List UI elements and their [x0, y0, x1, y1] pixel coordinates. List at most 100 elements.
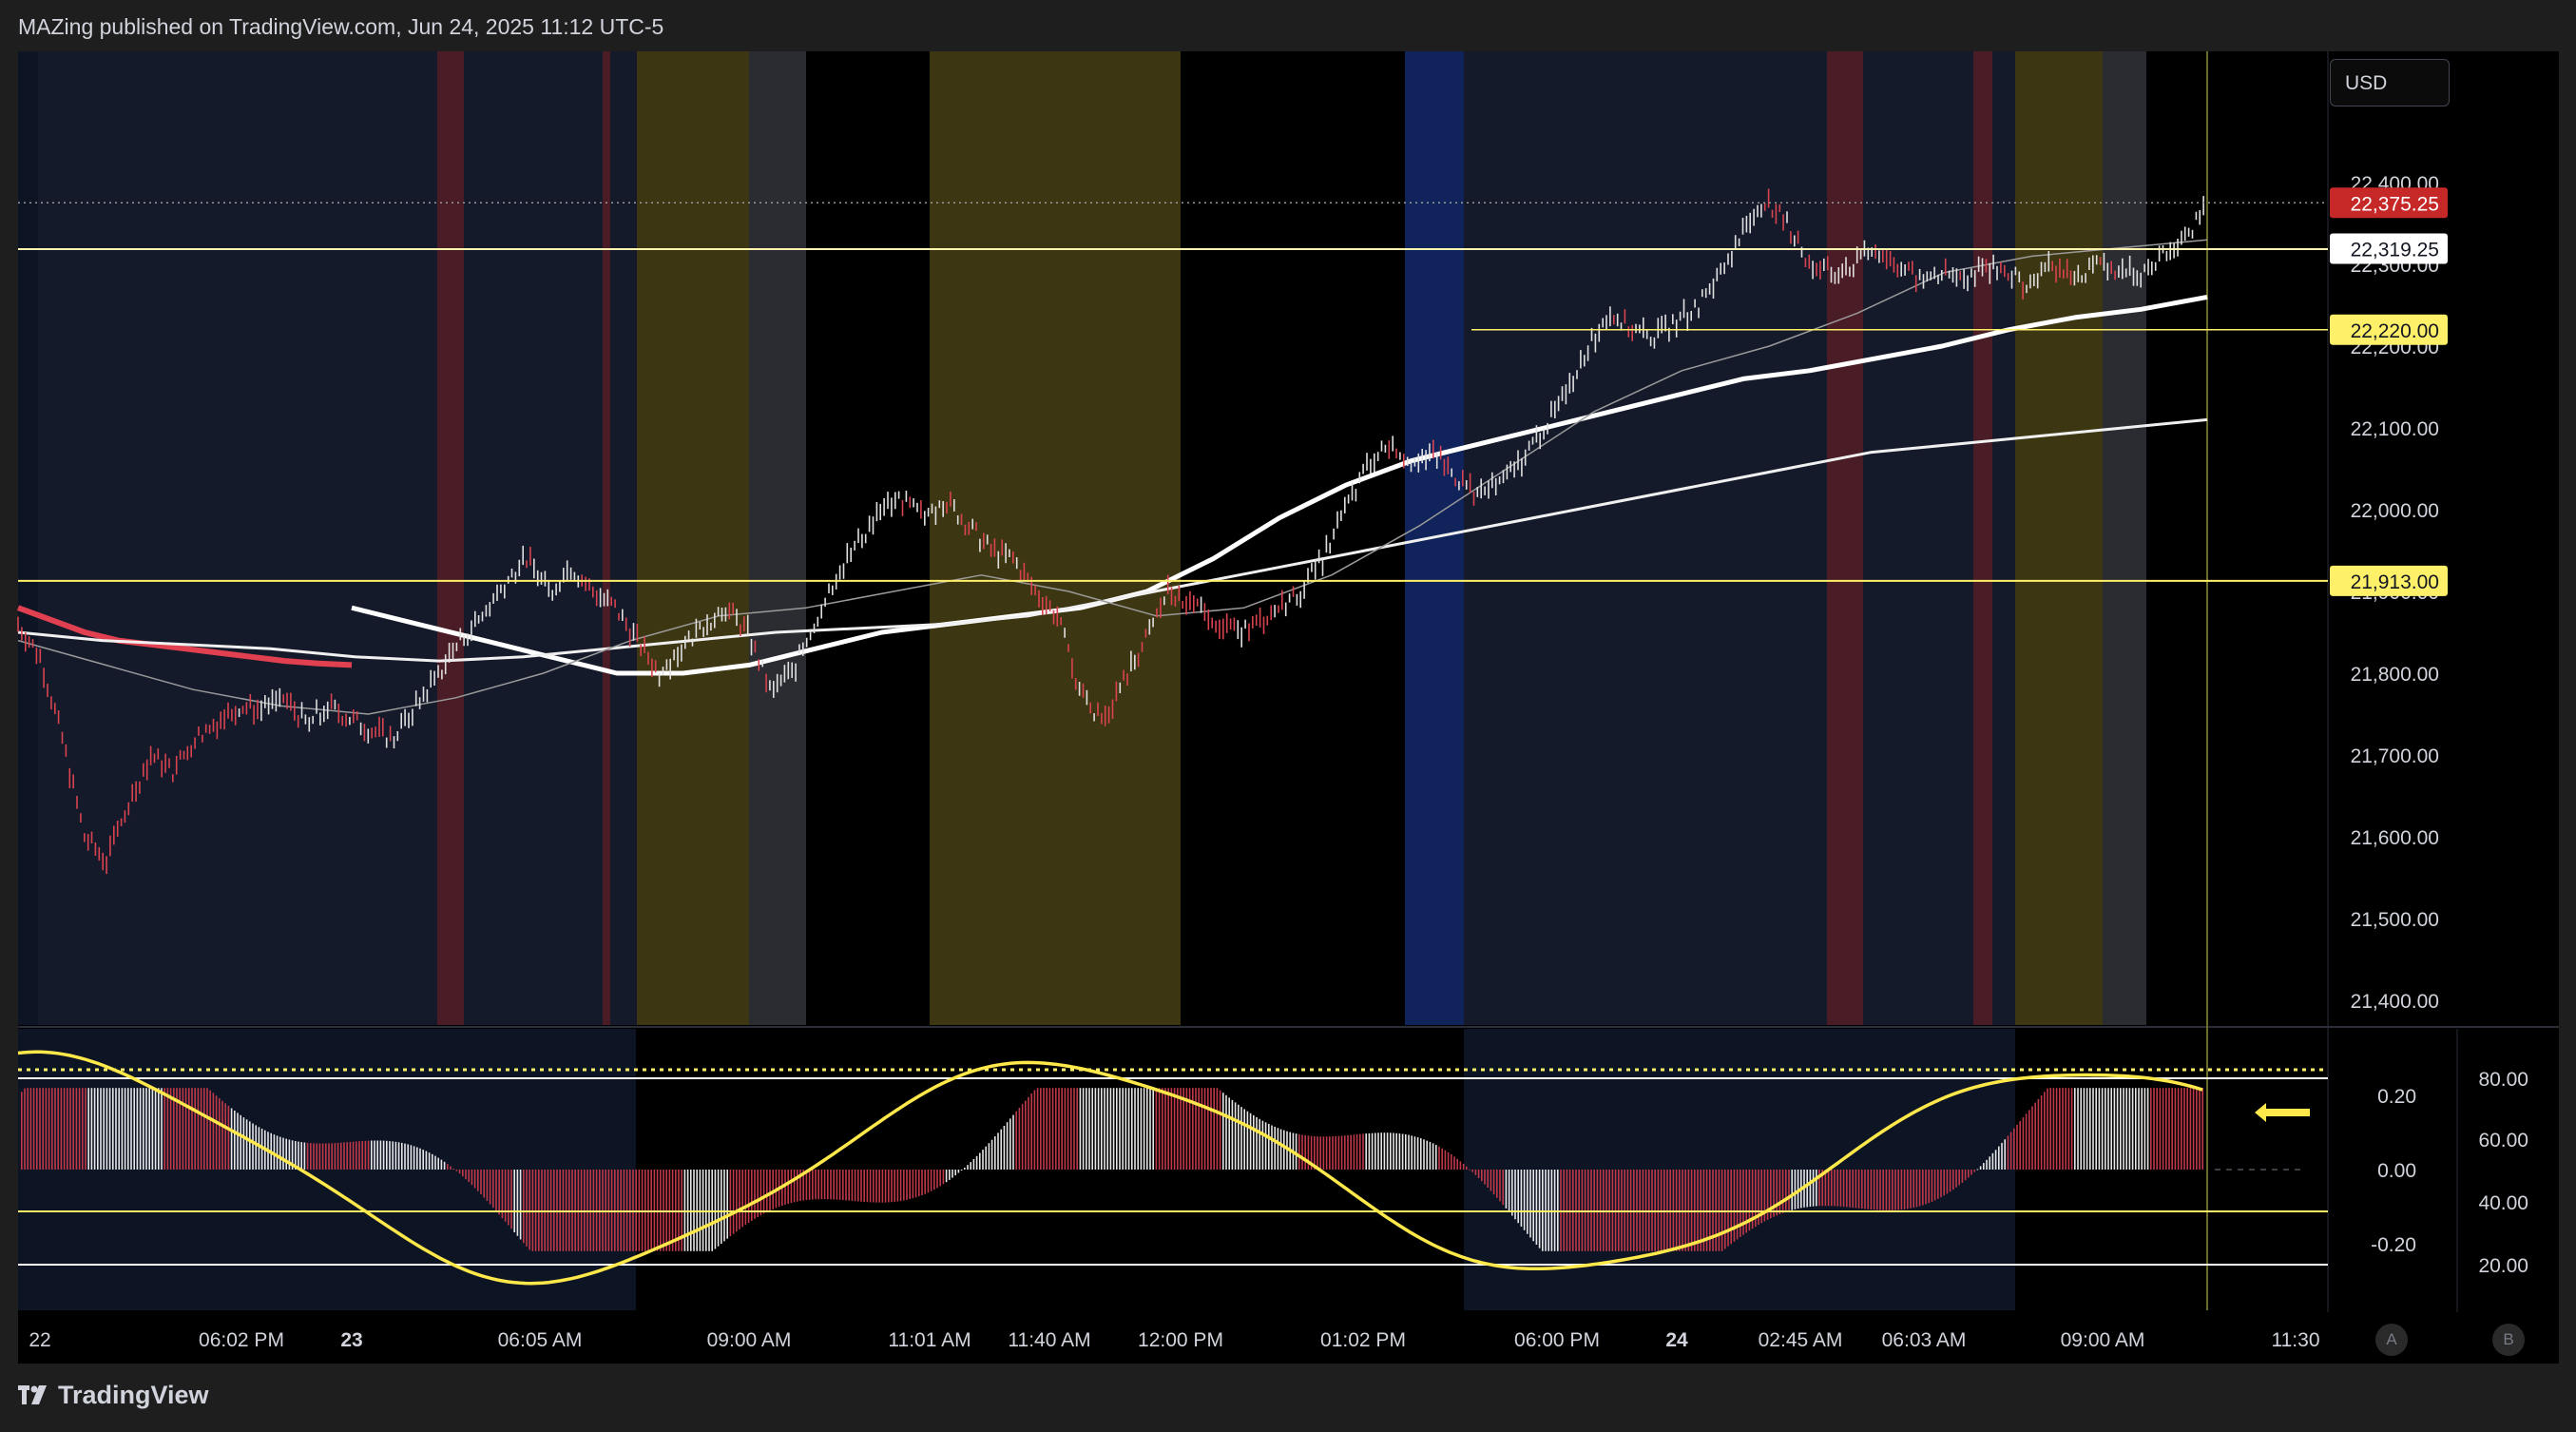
price-axis[interactable]: 22,400.0022,300.0022,200.0022,100.0022,0…	[2330, 173, 2448, 1013]
level-label-1: 22,319.25	[2351, 239, 2439, 261]
oscillator-bar	[1140, 1088, 1143, 1170]
oscillator-bar	[316, 1143, 317, 1170]
oscillator-bar	[1469, 1169, 1471, 1171]
oscillator-bar	[1991, 1152, 1994, 1170]
oscillator-bar	[148, 1088, 150, 1170]
oscillator-bar	[1776, 1170, 1778, 1216]
oscillator-bar	[1849, 1170, 1851, 1208]
oscillator-bar	[331, 1143, 333, 1170]
oscillator-bar	[1368, 1132, 1371, 1170]
oscillator-bar	[1633, 1170, 1635, 1251]
oscillator-bar	[2181, 1088, 2182, 1170]
oscillator-bar	[2016, 1124, 2018, 1170]
oscillator-bar	[2049, 1088, 2051, 1170]
oscillator-bar	[1983, 1163, 1985, 1170]
price-tick: 22,100.00	[2351, 418, 2439, 440]
oscillator-bar	[374, 1140, 375, 1170]
oscillator-bar	[656, 1170, 659, 1251]
oscillator-bar	[1453, 1156, 1455, 1170]
oscillator-bar	[1660, 1170, 1663, 1251]
oscillator-bar	[717, 1170, 720, 1247]
oscillator-bar	[538, 1170, 540, 1251]
oscillator-bar	[245, 1119, 248, 1170]
oscillator-bar	[221, 1100, 223, 1170]
oscillator-bar	[2070, 1088, 2073, 1170]
arrow-left-icon	[2255, 1103, 2310, 1122]
oscillator-bar	[401, 1142, 403, 1170]
auto-scale-button[interactable]: A	[2375, 1324, 2408, 1356]
oscillator-bar	[1642, 1170, 1644, 1251]
oscillator-bar	[1225, 1094, 1227, 1170]
oscillator-bar	[757, 1170, 759, 1217]
oscillator-bar	[1122, 1088, 1124, 1170]
oscillator-bar	[367, 1140, 370, 1170]
oscillator-bar	[1742, 1170, 1744, 1235]
oscillator-bar	[592, 1170, 595, 1251]
oscillator-bar	[1976, 1169, 1979, 1171]
oscillator-bar	[1758, 1170, 1759, 1226]
oscillator-bar	[812, 1170, 814, 1200]
tradingview-logo[interactable]: TradingView	[18, 1381, 209, 1410]
oscillator-bar	[1593, 1170, 1595, 1251]
oscillator-bar	[1104, 1088, 1105, 1170]
oscillator-axis[interactable]: 0.20 0.00 -0.20 80.00 60.00 40.00 20.00	[2371, 1069, 2528, 1277]
oscillator-bar	[635, 1170, 637, 1251]
oscillator-bar	[2022, 1117, 2025, 1170]
oscillator-bar	[1238, 1104, 1240, 1170]
oscillator-bar	[1426, 1140, 1428, 1170]
oscillator-bar	[1298, 1133, 1300, 1170]
oscillator-bar	[866, 1170, 869, 1203]
oscillator-bar	[397, 1142, 400, 1170]
oscillator-bar	[108, 1088, 111, 1170]
oscillator-bar	[321, 1143, 324, 1170]
oscillator-bar	[1973, 1170, 1975, 1172]
oscillator-bar	[1030, 1093, 1032, 1170]
time-axis[interactable]	[18, 1312, 2559, 1364]
oscillator-bar	[258, 1127, 260, 1170]
oscillator-bar	[336, 1142, 339, 1170]
oscillator-bar	[1000, 1129, 1002, 1170]
oscillator-bar	[389, 1141, 391, 1170]
oscillator-bar	[206, 1088, 208, 1170]
oscillator-bar	[614, 1170, 616, 1251]
oscillator-bar	[154, 1088, 157, 1170]
oscillator-bar	[1964, 1170, 1967, 1181]
oscillator-bar	[1094, 1088, 1097, 1170]
oscillator-bar	[529, 1170, 530, 1250]
oscillator-bar	[933, 1170, 935, 1190]
oscillator-bar	[1563, 1170, 1565, 1251]
oscillator-bar	[1256, 1116, 1258, 1170]
oscillator-bar	[912, 1170, 914, 1199]
log-scale-button[interactable]: B	[2492, 1324, 2525, 1356]
oscillator-bar	[334, 1143, 336, 1170]
oscillator-bar	[1626, 1170, 1629, 1251]
oscillator-bar	[1411, 1135, 1413, 1170]
oscillator-bar	[1532, 1170, 1534, 1242]
oscillator-bar	[90, 1088, 93, 1170]
oscillator-bar	[1283, 1130, 1285, 1170]
time-label: 02:45 AM	[1759, 1329, 1843, 1351]
oscillator-bar	[2077, 1088, 2079, 1170]
oscillator-bar	[1648, 1170, 1650, 1251]
oscillator-bar	[1568, 1170, 1571, 1251]
oscillator-bar	[994, 1136, 996, 1170]
session-yellow-1	[637, 51, 749, 1025]
oscillator-bar	[1481, 1170, 1483, 1182]
oscillator-bar	[1432, 1143, 1434, 1170]
oscillator-bar	[1082, 1088, 1085, 1170]
oscillator-bar	[72, 1088, 74, 1170]
oscillator-bar	[617, 1170, 619, 1251]
oscillator-bar	[2165, 1088, 2167, 1170]
oscillator-bar	[914, 1170, 917, 1198]
oscillator-bar	[1131, 1088, 1133, 1170]
oscillator-histogram	[21, 1088, 2203, 1251]
currency-button[interactable]: USD	[2330, 59, 2450, 106]
session-asia-4	[1863, 51, 1973, 1025]
oscillator-bar	[1952, 1170, 1954, 1190]
oscillator-bar	[1958, 1170, 1960, 1186]
oscillator-bar	[1876, 1170, 1878, 1210]
oscillator-bar	[1763, 1170, 1766, 1222]
oscillator-bar	[1766, 1170, 1769, 1220]
oscillator-bar	[1210, 1088, 1212, 1170]
